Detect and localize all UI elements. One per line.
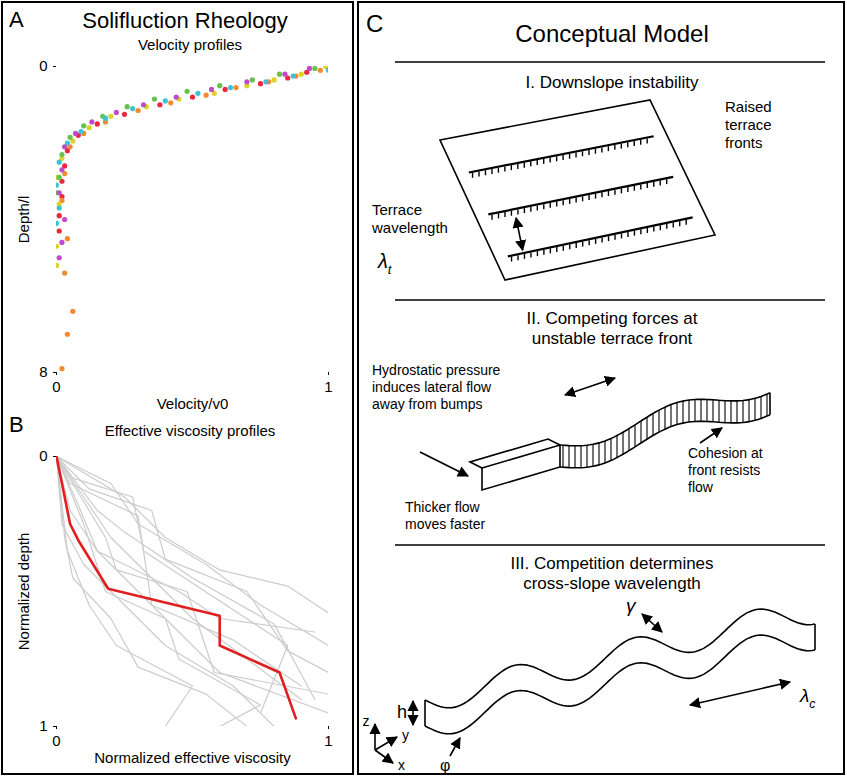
svg-text:C: C <box>366 10 383 37</box>
svg-text:h: h <box>397 702 407 722</box>
svg-text:Thicker flow: Thicker flow <box>405 499 481 515</box>
svg-text:Cohesion at: Cohesion at <box>688 445 763 461</box>
svg-text:Velocity profiles: Velocity profiles <box>138 36 242 53</box>
svg-text:1: 1 <box>324 732 332 749</box>
svg-text:Terrace: Terrace <box>372 201 422 218</box>
svg-text:Normalized depth: Normalized depth <box>15 533 32 651</box>
svg-text:moves faster: moves faster <box>405 516 485 532</box>
svg-text:front resists: front resists <box>688 462 760 478</box>
svg-text:0: 0 <box>52 732 60 749</box>
svg-text:unstable terrace front: unstable terrace front <box>532 329 693 348</box>
svg-text:y: y <box>402 727 409 743</box>
svg-text:B: B <box>9 412 24 437</box>
svg-text:φ: φ <box>440 757 450 774</box>
svg-text:fronts: fronts <box>725 134 763 151</box>
svg-text:A: A <box>9 7 24 32</box>
svg-text:λc: λc <box>799 685 816 711</box>
svg-text:III. Competition determines: III. Competition determines <box>510 554 713 573</box>
svg-text:I. Downslope instability: I. Downslope instability <box>526 73 699 92</box>
svg-text:γ: γ <box>626 595 637 616</box>
svg-text:0: 0 <box>39 57 47 74</box>
svg-text:Velocity/v0: Velocity/v0 <box>157 395 229 412</box>
svg-text:z: z <box>363 713 370 729</box>
svg-text:away from bumps: away from bumps <box>372 396 482 412</box>
svg-text:Effective viscosity profiles: Effective viscosity profiles <box>105 422 276 439</box>
svg-text:0: 0 <box>39 447 47 464</box>
svg-text:Normalized effective viscosity: Normalized effective viscosity <box>94 749 291 766</box>
svg-text:Hydrostatic pressure: Hydrostatic pressure <box>372 362 501 378</box>
svg-text:Raised: Raised <box>725 98 772 115</box>
svg-text:8: 8 <box>39 363 47 380</box>
svg-text:x: x <box>398 757 405 773</box>
svg-text:wavelength: wavelength <box>371 219 448 236</box>
svg-text:induces lateral flow: induces lateral flow <box>372 379 492 395</box>
svg-text:II. Competing forces at: II. Competing forces at <box>526 309 697 328</box>
svg-text:flow: flow <box>688 479 714 495</box>
svg-text:Conceptual Model: Conceptual Model <box>515 20 708 47</box>
svg-text:0: 0 <box>52 378 60 395</box>
svg-text:1: 1 <box>39 717 47 734</box>
svg-text:cross-slope wavelength: cross-slope wavelength <box>523 574 701 593</box>
svg-text:λt: λt <box>377 250 393 277</box>
svg-text:1: 1 <box>324 378 332 395</box>
svg-text:Solifluction Rheology: Solifluction Rheology <box>82 8 287 33</box>
svg-text:terrace: terrace <box>725 116 772 133</box>
svg-text:Depth/l: Depth/l <box>15 196 32 244</box>
